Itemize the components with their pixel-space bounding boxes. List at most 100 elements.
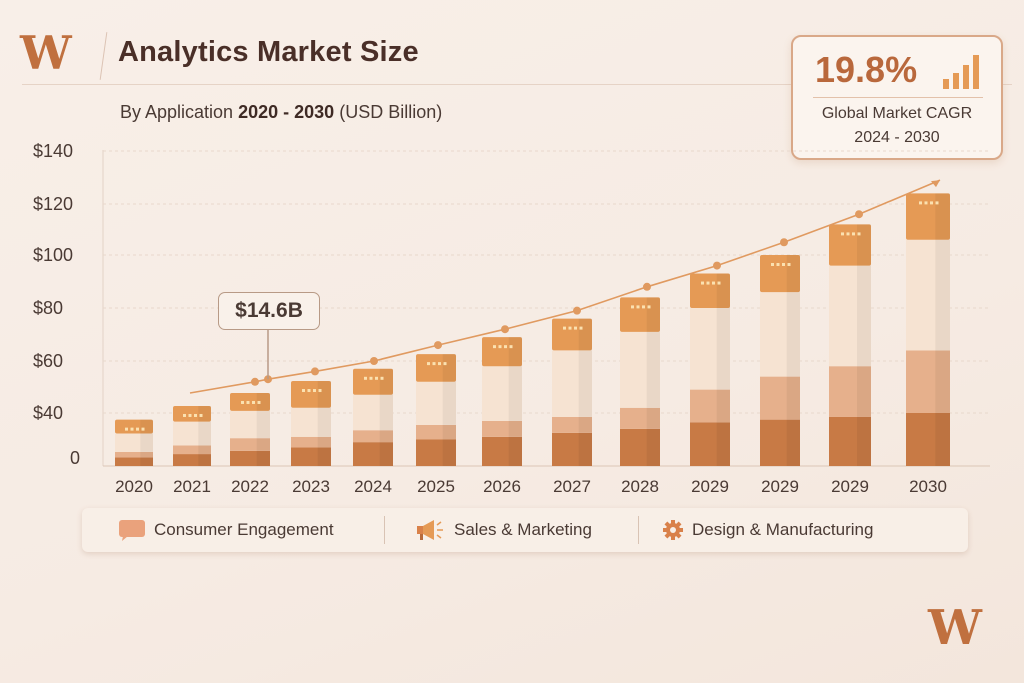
y-tick-label: $120 — [33, 194, 73, 214]
bar-segment-shade — [786, 292, 800, 377]
bar-cap-dot — [130, 427, 134, 431]
x-tick-label: 2027 — [553, 477, 591, 496]
bar-segment-shade — [786, 419, 800, 466]
bar-cap-dot — [427, 362, 430, 366]
bar-segment-shade — [786, 255, 800, 293]
bar-cap-dot — [318, 389, 322, 393]
bar-cap-dot — [188, 413, 192, 417]
page-title: Analytics Market Size — [118, 36, 419, 68]
bar-segment-shade — [442, 424, 456, 440]
bar-cap-dot — [375, 376, 378, 380]
x-tick-label: 2030 — [909, 477, 947, 496]
bar-cap-dot — [302, 389, 305, 393]
bar-segment-2 — [482, 420, 522, 437]
trend-point — [501, 325, 509, 334]
bar-segment-1 — [353, 442, 393, 466]
x-tick-label: 2029 — [691, 477, 729, 496]
legend-item-sales-marketing[interactable]: Sales & Marketing — [416, 519, 592, 541]
bar-segment-2 — [291, 436, 331, 448]
header-divider — [22, 84, 1012, 85]
bar-cap-dot — [380, 376, 384, 380]
bar-segment-1 — [690, 422, 730, 466]
bar-cap-dot — [241, 400, 244, 404]
bar-segment-2 — [906, 350, 950, 413]
bar-segment-shade — [508, 436, 522, 466]
bar-segment-4 — [416, 354, 456, 382]
bar-segment-2 — [173, 445, 211, 455]
bar-segment-shade — [935, 193, 950, 240]
bar-cap-dot — [257, 400, 261, 404]
trend-point — [855, 210, 863, 219]
bar-segment-4 — [482, 337, 522, 367]
bar-segment-3 — [230, 410, 270, 439]
bar-cap-dot — [574, 326, 577, 330]
y-tick-label: 0 — [70, 448, 80, 468]
bar-segment-shade — [442, 381, 456, 425]
bar-cap-dot — [194, 413, 197, 417]
megaphone-icon — [417, 520, 443, 540]
chart-legend: Consumer Engagement Sales & Marketing De… — [82, 508, 968, 552]
y-tick-label: $80 — [33, 298, 63, 318]
bar-segment-shade — [857, 416, 871, 466]
bar-segment-3 — [416, 381, 456, 425]
bar-segment-2 — [760, 376, 800, 420]
bar-cap-dot — [509, 345, 513, 349]
bar-segment-shade — [379, 442, 393, 466]
bar-segment-shade — [857, 265, 871, 367]
bar-segment-shade — [379, 394, 393, 431]
bar-segment-1 — [416, 439, 456, 466]
bar-segment-shade — [317, 407, 331, 437]
bar-segment-shade — [198, 454, 211, 466]
bar-segment-shade — [646, 297, 660, 332]
bar-segment-3 — [353, 394, 393, 431]
bar-segment-shade — [578, 416, 592, 433]
bar-segment-1 — [115, 457, 153, 466]
trend-arrow-head — [931, 180, 940, 188]
bar-segment-4 — [353, 368, 393, 395]
trend-point — [251, 377, 259, 386]
bar-segment-shade — [256, 450, 270, 466]
bar-segment-3 — [115, 433, 153, 452]
x-tick-label: 2029 — [761, 477, 799, 496]
bar-segment-4 — [906, 193, 950, 240]
bar-segment-shade — [379, 430, 393, 443]
bar-cap-dot — [706, 281, 710, 285]
bar-cap-dot — [563, 326, 566, 330]
bar-cap-dot — [493, 345, 496, 349]
bar-cap-dot — [841, 232, 844, 236]
bar-segment-shade — [857, 366, 871, 417]
bar-segment-2 — [690, 389, 730, 423]
legend-label: Design & Manufacturing — [692, 520, 874, 539]
bar-segment-shade — [716, 389, 730, 423]
bar-cap-dot — [919, 201, 922, 205]
bar-segment-shade — [442, 354, 456, 382]
bar-segment-1 — [173, 454, 211, 466]
bar-segment-shade — [508, 366, 522, 421]
bar-cap-dot — [364, 376, 367, 380]
bar-cap-dot — [199, 413, 203, 417]
y-tick-label: $140 — [33, 141, 73, 161]
bar-segment-3 — [620, 331, 660, 408]
legend-item-consumer-engagement[interactable]: Consumer Engagement — [118, 519, 334, 541]
bar-segment-2 — [416, 424, 456, 440]
bar-cap-dot — [717, 281, 721, 285]
bar-segment-shade — [317, 447, 331, 466]
bar-segment-shade — [646, 428, 660, 466]
bar-segment-shade — [716, 273, 730, 308]
x-tick-label: 2028 — [621, 477, 659, 496]
bar-segment-shade — [578, 318, 592, 351]
bar-segment-1 — [620, 428, 660, 466]
x-tick-label: 2026 — [483, 477, 521, 496]
bar-cap-dot — [631, 305, 634, 309]
bar-segment-shade — [198, 405, 211, 422]
brand-logo-watermark: W — [928, 600, 982, 656]
legend-item-design-manufacturing[interactable]: Design & Manufacturing — [662, 519, 873, 541]
bar-cap-dot — [568, 326, 572, 330]
trend-point — [311, 367, 319, 376]
legend-divider — [384, 516, 385, 544]
bar-cap-dot — [183, 413, 186, 417]
bar-segment-1 — [906, 413, 950, 466]
cagr-years: 2024 - 2030 — [854, 129, 940, 146]
bar-segment-1 — [482, 436, 522, 466]
x-tick-label: 2029 — [831, 477, 869, 496]
